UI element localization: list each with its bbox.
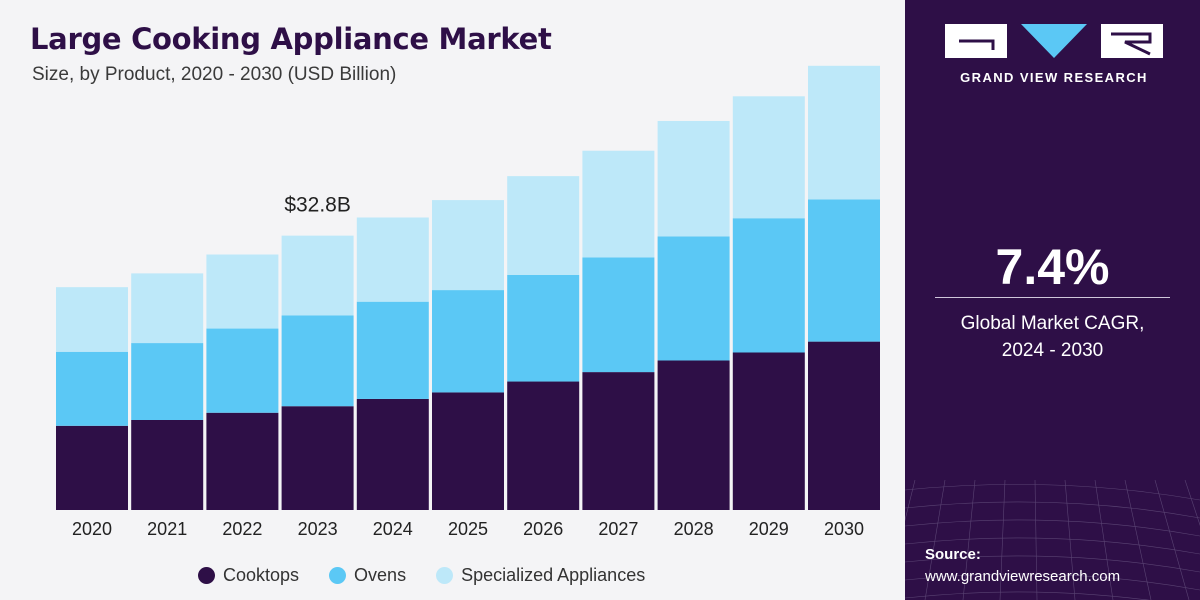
brand-logo: GRAND VIEW RESEARCH (945, 22, 1163, 92)
x-tick-label: 2021 (147, 519, 187, 539)
cagr-label-line-2: 2024 - 2030 (1001, 340, 1104, 361)
cagr-label: Global Market CAGR, 2024 - 2030 (905, 310, 1200, 364)
x-tick-label: 2029 (749, 519, 789, 539)
legend-label: Specialized Appliances (461, 564, 646, 585)
bar-specialized-appliances-2028 (657, 120, 730, 237)
bar-ovens-2020 (56, 351, 128, 426)
bar-ovens-2028 (657, 236, 730, 361)
bar-specialized-appliances-2023 (281, 235, 354, 316)
legend-item-ovens: Ovens (329, 565, 406, 586)
bar-specialized-appliances-2025 (432, 200, 504, 291)
bar-ovens-2029 (732, 218, 805, 353)
x-tick-label: 2024 (373, 519, 413, 539)
x-tick-label: 2023 (298, 519, 338, 539)
bar-specialized-appliances-2029 (732, 96, 805, 219)
bar-cooktops-2027 (582, 372, 655, 510)
bar-specialized-appliances-2026 (507, 176, 580, 275)
x-tick-label: 2026 (523, 519, 563, 539)
chart-title: Large Cooking Appliance Market (30, 22, 552, 56)
bar-cooktops-2022 (206, 412, 279, 510)
bar-ovens-2021 (131, 343, 204, 420)
x-tick-label: 2025 (448, 519, 488, 539)
bar-cooktops-2029 (732, 352, 805, 510)
legend-label: Cooktops (223, 564, 300, 585)
chart-subtitle: Size, by Product, 2020 - 2030 (USD Billi… (32, 64, 397, 85)
x-tick-label: 2022 (222, 519, 262, 539)
cagr-value: 7.4% (995, 239, 1110, 295)
source-note: Source: www.grandviewresearch.com (925, 544, 1120, 588)
bar-specialized-appliances-2027 (582, 150, 655, 258)
bar-cooktops-2025 (432, 392, 504, 510)
legend-item-cooktops: Cooktops (198, 565, 299, 586)
bar-specialized-appliances-2021 (131, 273, 204, 344)
bar-ovens-2023 (281, 315, 354, 407)
bar-ovens-2025 (432, 290, 504, 393)
stacked-bar-chart: 2020 2021 2022 2023 $32.8B 2024 2025 2026 2027 20… (56, 65, 880, 539)
info-sidebar: GRAND VIEW RESEARCH 7.4% Global Market C… (905, 0, 1200, 600)
legend-label: Ovens (354, 564, 407, 585)
legend-item-specialized-appliances: Specialized Appliances (436, 565, 645, 586)
bar-cooktops-2020 (56, 425, 128, 510)
grid-pattern-decoration (905, 480, 1200, 600)
bar-cooktops-2023 (281, 406, 354, 510)
bar-ovens-2027 (582, 257, 655, 373)
bar-specialized-appliances-2022 (206, 254, 279, 329)
bar-cooktops-2026 (507, 381, 580, 510)
x-tick-label: 2020 (72, 519, 112, 539)
legend-swatch (198, 566, 215, 584)
bar-cooktops-2021 (131, 420, 204, 510)
source-url: www.grandviewresearch.com (925, 568, 1121, 585)
bar-specialized-appliances-2020 (56, 287, 128, 352)
legend-swatch (436, 566, 454, 584)
cagr-label-line-1: Global Market CAGR, (960, 313, 1145, 334)
chart-legend: Cooktops Ovens Specialized Appliances (198, 562, 645, 588)
source-label: Source: (925, 546, 981, 563)
bar-ovens-2026 (507, 274, 580, 382)
x-tick-label: 2028 (674, 519, 714, 539)
x-tick-label: 2027 (598, 519, 638, 539)
chart-panel: Large Cooking Appliance Market Size, by … (30, 22, 880, 588)
bar-ovens-2030 (808, 199, 880, 342)
legend-swatch (329, 566, 347, 584)
bar-ovens-2024 (356, 301, 429, 399)
bar-ovens-2022 (206, 328, 279, 413)
bar-cooktops-2030 (808, 341, 880, 510)
bar-specialized-appliances-2024 (356, 217, 429, 302)
data-label-annotation: $32.8B (284, 194, 351, 217)
bar-specialized-appliances-2030 (808, 65, 880, 200)
divider (935, 297, 1170, 298)
bar-cooktops-2028 (657, 360, 730, 510)
x-tick-label: 2030 (824, 519, 864, 539)
brand-name: GRAND VIEW RESEARCH (960, 70, 1148, 85)
brand-logo-mark-icon (945, 24, 1163, 58)
bar-cooktops-2024 (356, 398, 429, 510)
